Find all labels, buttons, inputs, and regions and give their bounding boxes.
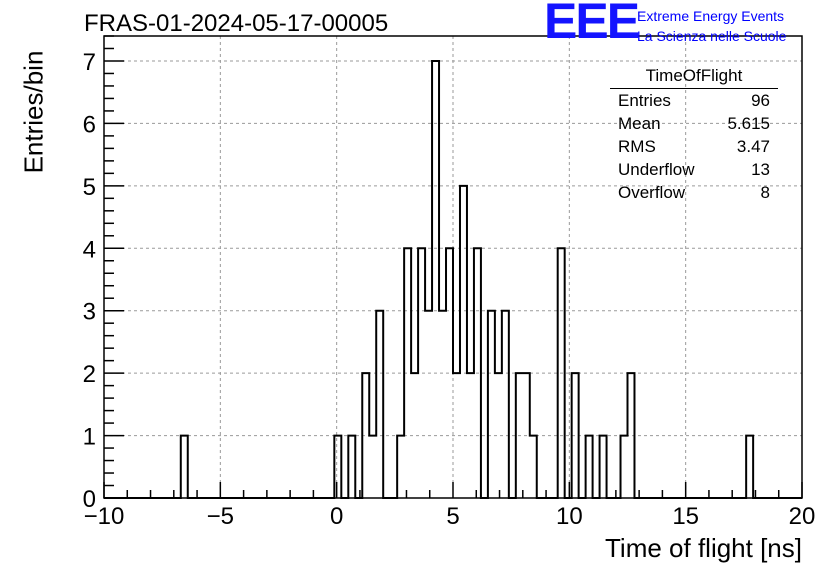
y-tick-label: 7 [83,49,96,76]
axis-tick-labels: −10 −5 0 5 10 15 20 0 1 2 3 4 5 6 7 [83,49,816,530]
histogram-bin [460,186,467,498]
x-tick-label: 10 [556,503,583,530]
x-tick-label: −10 [84,503,125,530]
histogram-bin [432,61,439,498]
stats-value: 13 [751,160,770,179]
y-tick-label: 4 [83,236,96,263]
histogram-bin [502,311,509,498]
x-tick-label: 20 [789,503,816,530]
logo-line-2: La Scienza nelle Scuole [637,28,787,44]
histogram-bin [425,311,432,498]
logo-line-1: Extreme Energy Events [637,8,785,24]
histogram-bin [348,436,355,498]
y-tick-label: 3 [83,299,96,326]
stats-value: 8 [760,183,770,202]
stats-value: 5.615 [727,114,770,133]
histogram-bin [376,311,383,498]
stats-label: Mean [618,114,661,133]
x-tick-label: 0 [330,503,343,530]
stats-box: TimeOfFlight Entries 96 Mean 5.615 RMS 3… [610,66,778,204]
y-tick-label: 0 [83,486,96,513]
logo-mark: EEE [544,0,640,49]
x-axis-label: Time of flight [ns] [605,533,802,563]
x-tick-label: 15 [672,503,699,530]
stats-row-rms: RMS 3.47 [610,135,778,158]
histogram-bin [369,436,376,498]
y-tick-label: 6 [83,111,96,138]
histogram-bin [746,436,753,498]
stats-value: 96 [751,91,770,110]
stats-label: Underflow [618,160,695,179]
stats-label: RMS [618,137,656,156]
stats-row-mean: Mean 5.615 [610,112,778,135]
y-tick-label: 2 [83,361,96,388]
stats-label: Overflow [618,183,686,202]
histogram-bin [334,436,341,498]
stats-title: TimeOfFlight [610,66,778,89]
axis-ticks [103,35,803,499]
page-title: FRAS-01-2024-05-17-00005 [84,10,389,37]
y-tick-label: 5 [83,174,96,201]
histogram-bin [600,436,607,498]
y-axis-label: Entries/bin [18,50,49,174]
histogram-bin [621,436,628,498]
stats-label: Entries [618,91,671,110]
stats-row-underflow: Underflow 13 [610,158,778,181]
stats-row-overflow: Overflow 8 [610,181,778,204]
histogram-bin [530,436,537,498]
histogram-bin [181,436,188,498]
histogram-bin [586,436,593,498]
histogram-bin [488,311,495,498]
x-tick-label: 5 [446,503,459,530]
stats-value: 3.47 [736,137,770,156]
histogram-bin [439,311,446,498]
y-tick-label: 1 [83,424,96,451]
histogram-bin [397,436,404,498]
x-tick-label: −5 [207,503,234,530]
stats-row-entries: Entries 96 [610,89,778,112]
